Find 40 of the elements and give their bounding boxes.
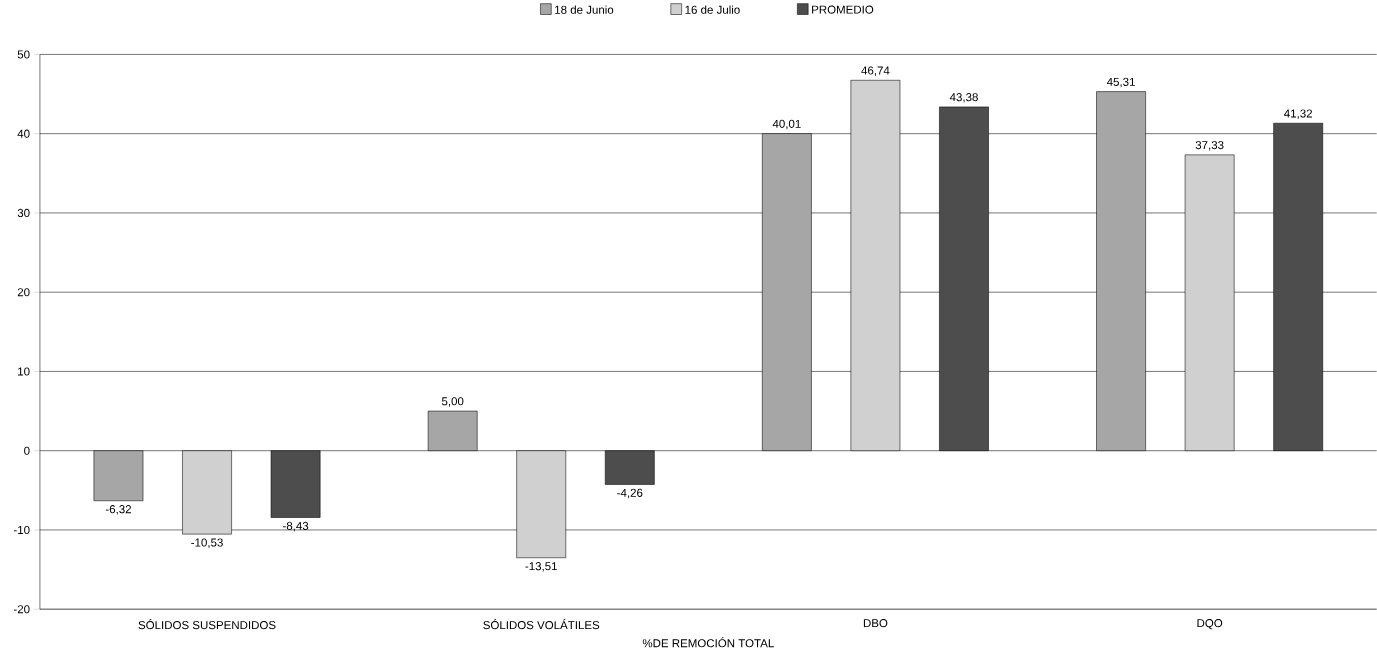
x-tick-label: SÓLIDOS SUSPENDIDOS xyxy=(138,619,276,630)
bar xyxy=(762,133,812,451)
bar xyxy=(93,450,144,501)
y-tick-label: 20 xyxy=(17,288,30,297)
bar xyxy=(270,450,321,518)
data-label: 45,31 xyxy=(1106,77,1135,88)
bar xyxy=(182,450,232,535)
data-label: -6,32 xyxy=(105,505,131,515)
bar xyxy=(604,450,655,485)
data-label: -13,51 xyxy=(525,562,557,572)
bar xyxy=(516,450,567,558)
y-tick-label: -20 xyxy=(13,605,30,614)
y-tick-label: -10 xyxy=(13,525,30,534)
y-tick-label: 10 xyxy=(18,367,30,376)
x-tick-label: DQO xyxy=(1197,619,1223,630)
data-label: 40,01 xyxy=(772,119,801,130)
y-tick-label: 0 xyxy=(24,446,30,455)
legend-label: 16 de Julio xyxy=(685,5,740,14)
data-label: -10,53 xyxy=(191,538,223,548)
data-label: 43,38 xyxy=(949,93,978,103)
data-label: -8,43 xyxy=(283,521,309,532)
bar xyxy=(1273,122,1324,451)
bar xyxy=(427,410,478,451)
data-label: -4,26 xyxy=(617,488,643,499)
bar xyxy=(1184,154,1235,451)
y-tick-label: 50 xyxy=(17,50,30,59)
y-tick-label: 40 xyxy=(17,129,30,138)
bar xyxy=(1096,91,1146,451)
data-label: 5,00 xyxy=(441,397,464,407)
legend-label: PROMEDIO xyxy=(812,5,874,14)
x-tick-label: SÓLIDOS VOLÁTILES xyxy=(483,619,600,630)
y-tick-label: 30 xyxy=(17,208,30,217)
x-axis-title: %DE REMOCIÓN TOTAL xyxy=(642,637,774,648)
data-label: 41,32 xyxy=(1284,109,1312,119)
data-label: 46,74 xyxy=(861,66,890,76)
bar xyxy=(850,79,901,451)
legend-label: 18 de Junio xyxy=(555,5,614,14)
x-tick-label: DBO xyxy=(863,619,888,628)
bar xyxy=(939,106,989,451)
data-label: 37,33 xyxy=(1195,140,1224,151)
